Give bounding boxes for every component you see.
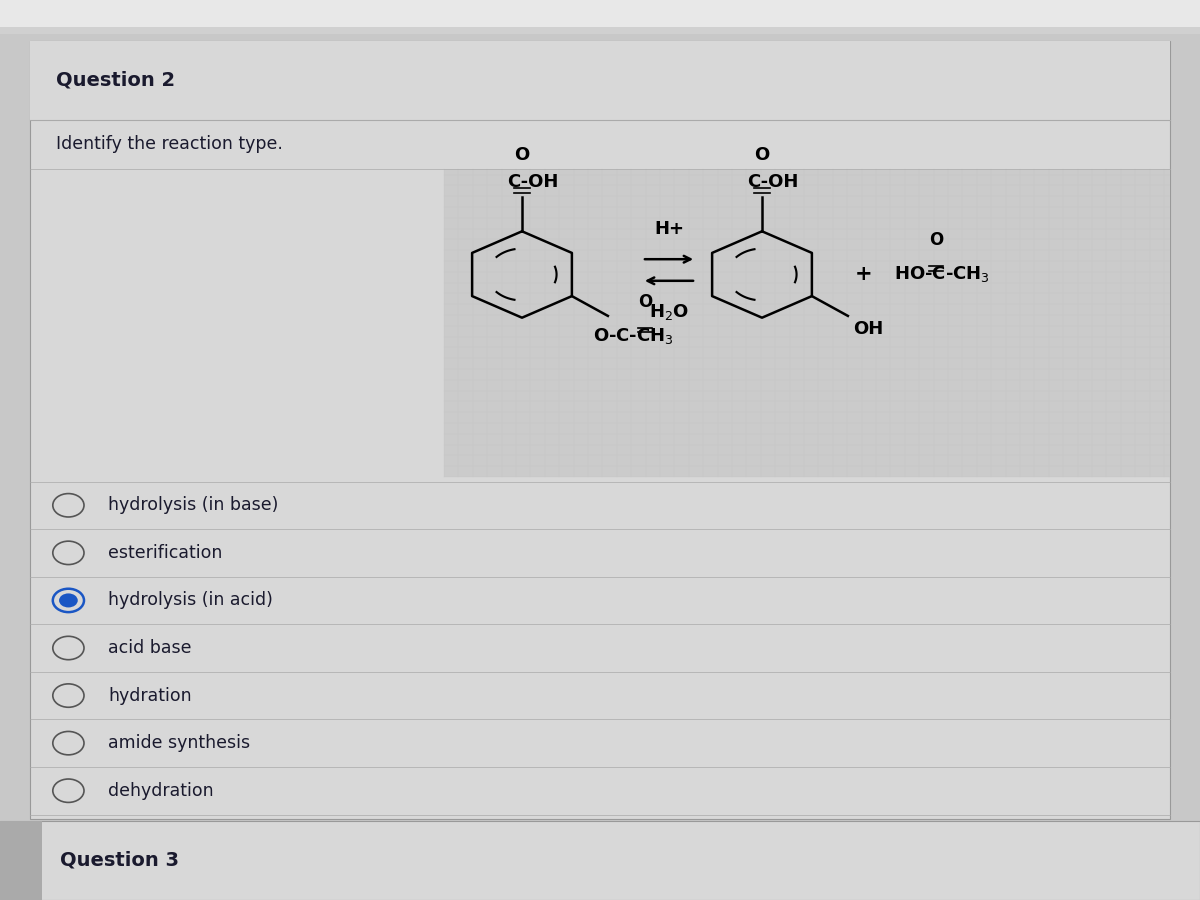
- Text: Identify the reaction type.: Identify the reaction type.: [56, 135, 283, 153]
- Text: H$_2$O: H$_2$O: [649, 302, 689, 321]
- Text: Question 3: Question 3: [60, 850, 179, 870]
- Text: dehydration: dehydration: [108, 782, 214, 800]
- Text: +: +: [856, 265, 872, 284]
- FancyBboxPatch shape: [30, 40, 1170, 819]
- Text: hydration: hydration: [108, 687, 192, 705]
- Text: hydrolysis (in acid): hydrolysis (in acid): [108, 591, 272, 609]
- Text: O: O: [755, 146, 769, 164]
- Text: hydrolysis (in base): hydrolysis (in base): [108, 496, 278, 514]
- FancyBboxPatch shape: [30, 40, 1170, 120]
- FancyBboxPatch shape: [444, 169, 1170, 477]
- Text: acid base: acid base: [108, 639, 192, 657]
- Text: Question 2: Question 2: [56, 70, 175, 90]
- FancyBboxPatch shape: [0, 821, 42, 900]
- FancyBboxPatch shape: [0, 0, 1200, 27]
- Text: HO-C-CH$_3$: HO-C-CH$_3$: [894, 265, 990, 284]
- Text: OH: OH: [853, 320, 883, 338]
- Text: C-OH: C-OH: [508, 173, 559, 191]
- FancyBboxPatch shape: [0, 0, 1200, 34]
- Circle shape: [59, 593, 78, 608]
- Text: O: O: [929, 231, 943, 249]
- FancyBboxPatch shape: [0, 821, 1200, 900]
- Text: C-OH: C-OH: [748, 173, 799, 191]
- Text: O-C-CH$_3$: O-C-CH$_3$: [594, 326, 674, 346]
- Text: H+: H+: [654, 220, 684, 238]
- Text: O: O: [638, 292, 653, 310]
- Text: esterification: esterification: [108, 544, 222, 562]
- Text: amide synthesis: amide synthesis: [108, 734, 250, 752]
- Text: O: O: [515, 146, 529, 164]
